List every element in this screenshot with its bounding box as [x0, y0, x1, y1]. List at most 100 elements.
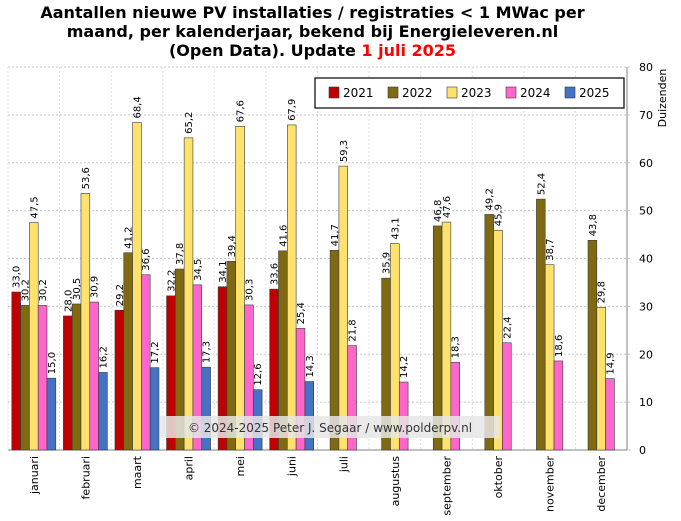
legend-swatch: [328, 86, 340, 99]
legend-label: 2025: [579, 86, 610, 100]
x-tick-label: december: [595, 456, 608, 512]
bar: [114, 309, 125, 451]
x-tick-label: juli: [337, 456, 350, 473]
data-label: 18,6: [554, 335, 565, 357]
bar: [502, 342, 512, 451]
data-label: 67,9: [287, 99, 298, 121]
chart-title: Aantallen nieuwe PV installaties / regis…: [0, 3, 625, 60]
bar: [183, 137, 194, 451]
x-tick-label: mei: [234, 456, 247, 477]
x-tick-label: april: [183, 456, 196, 480]
data-label: 43,8: [588, 214, 599, 236]
x-tick-label: februari: [79, 456, 92, 499]
bar: [347, 345, 357, 451]
y-tick-label: 20: [639, 348, 653, 361]
title-line-1: Aantallen nieuwe PV installaties / regis…: [40, 3, 585, 22]
bar: [46, 377, 57, 451]
x-tick-label: november: [544, 456, 557, 512]
copyright-text: © 2024-2025 Peter J. Segaar / www.polder…: [188, 421, 472, 435]
y-tick-label: 30: [639, 300, 653, 313]
data-label: 30,2: [20, 279, 31, 301]
bar: [484, 214, 494, 451]
data-label: 30,9: [90, 276, 101, 298]
data-label: 17,2: [150, 341, 161, 363]
legend-label: 2021: [343, 86, 374, 100]
bar: [11, 291, 21, 451]
bar: [80, 193, 91, 451]
y-tick-label: 40: [639, 253, 653, 266]
data-label: 15,0: [47, 352, 58, 374]
x-tick-label: maart: [131, 455, 144, 489]
title-line-2: maand, per kalenderjaar, bekend bij Ener…: [66, 22, 559, 41]
y-tick-label: 80: [639, 61, 653, 74]
bar: [596, 307, 606, 451]
bar: [390, 243, 400, 451]
data-label: 41,7: [330, 224, 341, 246]
bar: [132, 122, 142, 451]
data-label: 28,0: [63, 290, 74, 312]
data-label: 22,4: [502, 316, 513, 338]
data-label: 37,8: [175, 243, 186, 265]
data-label: 35,9: [382, 252, 393, 274]
data-label: 12,6: [253, 363, 264, 385]
data-label: 38,7: [545, 238, 556, 260]
data-label: 41,2: [124, 226, 135, 248]
x-tick-label: januari: [28, 456, 41, 495]
x-tick-label: oktober: [492, 456, 505, 499]
bar: [20, 305, 30, 451]
bar: [63, 315, 73, 451]
data-label: 47,5: [29, 196, 40, 218]
copyright-banner: [160, 416, 500, 438]
bar: [235, 126, 245, 451]
data-label: 46,8: [433, 200, 444, 222]
data-label: 59,3: [339, 140, 350, 162]
y-tick-label: 50: [639, 205, 653, 218]
data-label: 14,3: [305, 355, 316, 377]
data-label: 43,1: [390, 217, 401, 239]
legend-swatch: [564, 86, 576, 99]
data-label: 36,6: [141, 249, 152, 271]
data-label: 30,5: [72, 278, 83, 300]
data-label: 32,2: [166, 270, 177, 292]
bar: [149, 367, 160, 451]
data-label: 47,6: [442, 196, 453, 218]
x-tick-label: september: [440, 456, 453, 516]
bar: [441, 221, 452, 451]
data-label: 30,2: [38, 279, 49, 301]
data-label: 25,4: [296, 302, 307, 324]
bar: [29, 222, 39, 451]
bar: [98, 372, 108, 451]
y-tick-label: 60: [639, 157, 653, 170]
bar: [544, 264, 555, 451]
data-label: 67,6: [236, 100, 247, 122]
data-label: 18,3: [451, 336, 462, 358]
y-tick-label: 0: [639, 444, 646, 457]
data-label: 14,2: [399, 356, 410, 378]
bar: [304, 381, 315, 451]
y-tick-label: 10: [639, 396, 653, 409]
bar: [338, 165, 348, 451]
data-label: 21,8: [348, 319, 359, 341]
legend-label: 2023: [461, 86, 492, 100]
bar: [605, 378, 615, 451]
x-tick-label: augustus: [389, 456, 402, 507]
legend-label: 2024: [520, 86, 551, 100]
data-label: 33,0: [12, 266, 23, 288]
bar: [37, 305, 48, 451]
data-label: 49,2: [485, 188, 496, 210]
data-label: 65,2: [184, 112, 195, 134]
bar: [123, 252, 133, 451]
data-label: 14,9: [606, 352, 617, 374]
y-axis-title: Duizenden: [656, 69, 669, 128]
legend-swatch: [387, 86, 399, 99]
data-label: 41,6: [278, 225, 289, 247]
data-label: 17,3: [202, 341, 213, 363]
data-label: 68,4: [132, 96, 143, 118]
data-label: 52,4: [536, 173, 547, 195]
bar: [587, 240, 598, 451]
data-label: 34,5: [193, 259, 204, 281]
bar: [287, 124, 297, 451]
bar: [141, 274, 151, 451]
title-line-3-prefix: (Open Data). Update: [168, 41, 356, 60]
